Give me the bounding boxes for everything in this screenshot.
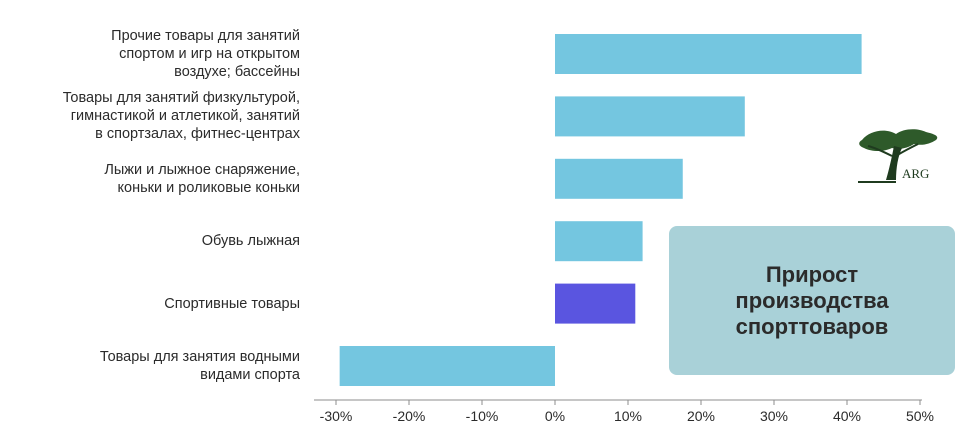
x-tick-label: 30%: [760, 408, 788, 424]
logo-text: ARG: [902, 166, 930, 181]
x-tick-label: -10%: [466, 408, 499, 424]
x-tick-label: -30%: [320, 408, 353, 424]
category-label: Прочие товары для занятий спортом и игр …: [111, 28, 300, 80]
annotation-box: Прирост производства спорттоваров: [669, 226, 955, 375]
bar-2: [555, 158, 683, 199]
category-label: Товары для занятия водными видами спорта: [99, 349, 300, 383]
bar-3: [555, 221, 643, 262]
tree-icon: [858, 129, 938, 183]
x-tick-label: 40%: [833, 408, 861, 424]
x-tick-label: 0%: [545, 408, 565, 424]
bar-4: [555, 283, 636, 324]
category-label: Обувь лыжная: [201, 233, 300, 250]
bar-1: [555, 96, 745, 137]
bar-0: [555, 34, 862, 74]
category-label: Товары для занятий физкультурой, гимнаст…: [62, 90, 300, 143]
bar-5: [339, 346, 555, 386]
annotation-text: Прирост производства спорттоваров: [735, 261, 889, 339]
x-tick-label: 50%: [906, 408, 934, 424]
x-tick-label: -20%: [393, 408, 426, 424]
x-tick-label: 10%: [614, 408, 642, 424]
x-tick-label: 20%: [687, 408, 715, 424]
category-label: Лыжи и лыжное снаряжение, коньки и ролик…: [104, 161, 300, 196]
category-label: Спортивные товары: [164, 295, 300, 312]
